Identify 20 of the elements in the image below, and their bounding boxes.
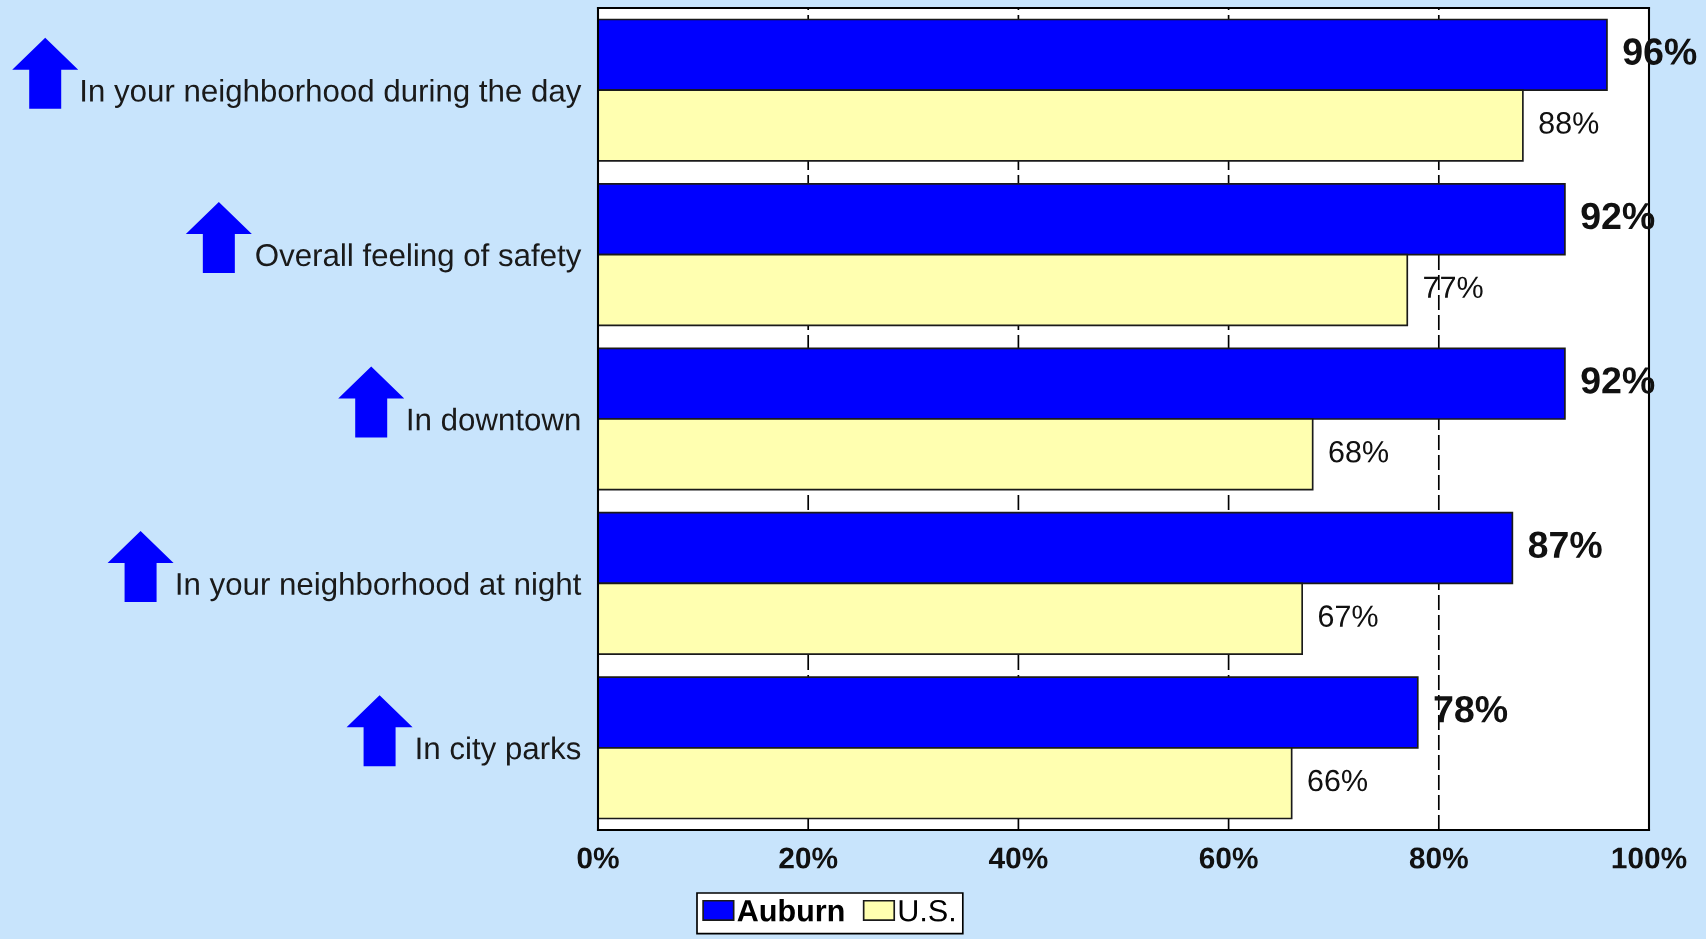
y-tick-label: In your neighborhood during the day bbox=[82, 78, 582, 109]
data-label: 68% bbox=[1329, 440, 1389, 463]
data-label: 78% bbox=[1434, 695, 1508, 723]
data-label: 87% bbox=[1528, 531, 1602, 559]
data-label: 67% bbox=[1319, 605, 1378, 627]
x-tick-label: 100% bbox=[1612, 847, 1687, 869]
x-tick-label: 40% bbox=[988, 847, 1048, 869]
y-tick-label: In downtown bbox=[408, 407, 580, 431]
data-label: 77% bbox=[1424, 276, 1483, 299]
x-tick-label: 60% bbox=[1199, 847, 1258, 869]
data-label: 66% bbox=[1308, 769, 1368, 792]
x-tick-label: 80% bbox=[1409, 847, 1468, 869]
y-tick-label: In your neighborhood at night bbox=[177, 572, 582, 602]
y-tick-label: In city parks bbox=[417, 736, 581, 766]
x-tick-label: 0% bbox=[577, 847, 619, 869]
data-label: 88% bbox=[1539, 112, 1599, 134]
y-tick-label: Overall feeling of safety bbox=[256, 243, 582, 273]
x-tick-label: 20% bbox=[779, 847, 838, 869]
legend-label: U.S. bbox=[899, 899, 954, 922]
legend-label: Auburn bbox=[737, 899, 844, 922]
